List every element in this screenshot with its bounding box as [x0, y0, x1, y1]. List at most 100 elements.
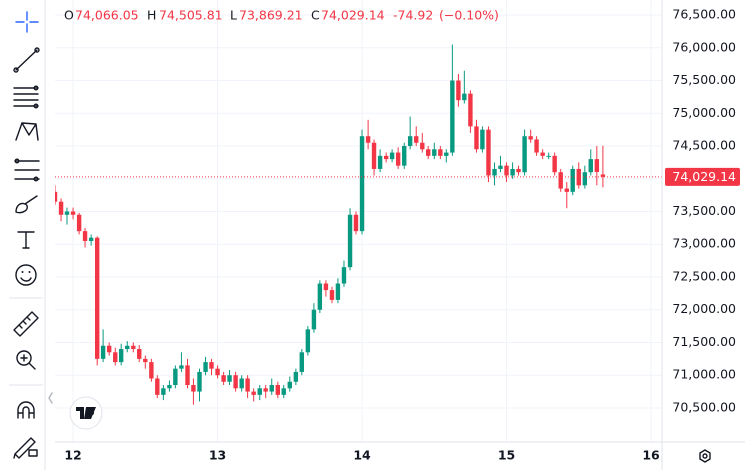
candle-body	[480, 129, 485, 150]
candle-body	[498, 165, 503, 169]
candle-body	[341, 267, 347, 284]
candle-body	[143, 358, 148, 363]
candle-body	[323, 283, 329, 291]
candle-body	[540, 152, 545, 156]
candle-body	[209, 362, 214, 369]
axes: 70,500.00 71,000.00 71,500.00 72,000.00 72,5…	[64, 7, 736, 463]
lock-tool[interactable]	[13, 437, 38, 459]
legend-label: O	[64, 8, 74, 23]
y-tick-label: 73,500.00	[672, 203, 736, 218]
candle-body	[173, 368, 178, 386]
candle-body	[317, 283, 323, 310]
y-tick-label: 76,500.00	[672, 7, 736, 22]
collapse-toolbar[interactable]	[48, 392, 53, 404]
plot-area	[55, 44, 662, 405]
candle-body	[582, 172, 588, 186]
candle-body	[359, 136, 365, 232]
fib-tool[interactable]	[13, 85, 39, 109]
x-tick-label: 13	[209, 448, 226, 463]
ruler-tool[interactable]	[13, 311, 39, 337]
candle-body	[426, 149, 431, 156]
candle-body	[64, 211, 70, 215]
candle-body	[353, 214, 359, 232]
legend-change: -74.92	[393, 8, 433, 23]
candle-body	[94, 237, 100, 359]
trendline-tool[interactable]	[13, 47, 40, 73]
candle-body	[576, 168, 581, 186]
candle-body	[88, 237, 94, 241]
magnet-tool[interactable]	[17, 401, 35, 419]
legend-value: 74,505.81	[159, 8, 223, 23]
y-tick-label: 76,000.00	[672, 39, 736, 54]
last-price-tag	[665, 167, 740, 186]
candle-body	[257, 388, 262, 395]
grid	[55, 0, 662, 442]
y-tick-label: 70,500.00	[672, 399, 736, 414]
emoji-tool[interactable]	[15, 264, 37, 286]
candle-body	[311, 309, 317, 330]
candle-body	[546, 155, 551, 157]
candle-body	[389, 152, 395, 160]
candle-body	[383, 155, 389, 160]
ohlc-legend: O 74,066.05 H 74,505.81 L 73,869.21 C 74…	[64, 8, 499, 23]
candle-body	[468, 93, 473, 127]
pattern-tool[interactable]	[15, 122, 39, 141]
candle-body	[456, 80, 461, 101]
candle-body	[492, 168, 497, 176]
candle-body	[149, 362, 154, 379]
prediction-tool[interactable]	[14, 158, 40, 182]
candle-body	[371, 142, 377, 169]
legend-label: L	[230, 8, 237, 23]
x-tick-label: 16	[642, 448, 660, 463]
legend-label: C	[311, 8, 320, 23]
candle-body	[299, 352, 304, 372]
settings-button[interactable]	[699, 449, 711, 463]
candle-body	[281, 388, 286, 395]
y-tick-label: 74,500.00	[672, 138, 736, 153]
candle-body	[131, 345, 136, 350]
toolbar	[9, 11, 53, 459]
candle-body	[522, 136, 527, 173]
candle-body	[305, 329, 311, 353]
candle-body	[185, 365, 190, 386]
candle-body	[269, 385, 274, 392]
candle-body	[564, 188, 569, 192]
candle-body	[407, 136, 413, 147]
candle-body	[55, 191, 58, 202]
candle-body	[552, 155, 557, 173]
x-tick-label: 15	[498, 448, 515, 463]
text-tool[interactable]	[17, 231, 35, 249]
candle-body	[125, 345, 130, 350]
zoom-tool[interactable]	[16, 350, 36, 370]
crosshair-tool[interactable]	[15, 11, 39, 33]
candle-body	[528, 136, 533, 140]
y-tick-label: 72,500.00	[672, 268, 736, 283]
legend-value: 74,066.05	[75, 8, 139, 23]
candle-body	[420, 142, 425, 150]
x-tick-label: 14	[353, 448, 371, 463]
candle-body	[414, 136, 419, 143]
x-tick-label: 12	[64, 448, 81, 463]
candle-body	[227, 375, 232, 382]
candle-body	[179, 365, 184, 369]
candle-body	[516, 168, 521, 173]
candle-body	[395, 152, 401, 166]
candle-body	[191, 385, 196, 392]
candle-body	[275, 385, 281, 395]
candle-body	[329, 290, 335, 300]
y-tick-label: 71,000.00	[672, 367, 736, 382]
candle-body	[335, 283, 341, 300]
candle-body	[588, 159, 593, 173]
candle-body	[462, 93, 467, 101]
candle-body	[221, 375, 226, 382]
y-tick-label: 71,500.00	[672, 334, 736, 349]
candle-body	[402, 146, 407, 166]
candle-body	[106, 345, 112, 353]
y-tick-label: 73,000.00	[672, 236, 736, 251]
candle-body	[558, 172, 563, 189]
candle-body	[245, 378, 250, 392]
candle-body	[118, 349, 124, 363]
candle-body	[486, 129, 491, 176]
brush-tool[interactable]	[15, 195, 38, 214]
